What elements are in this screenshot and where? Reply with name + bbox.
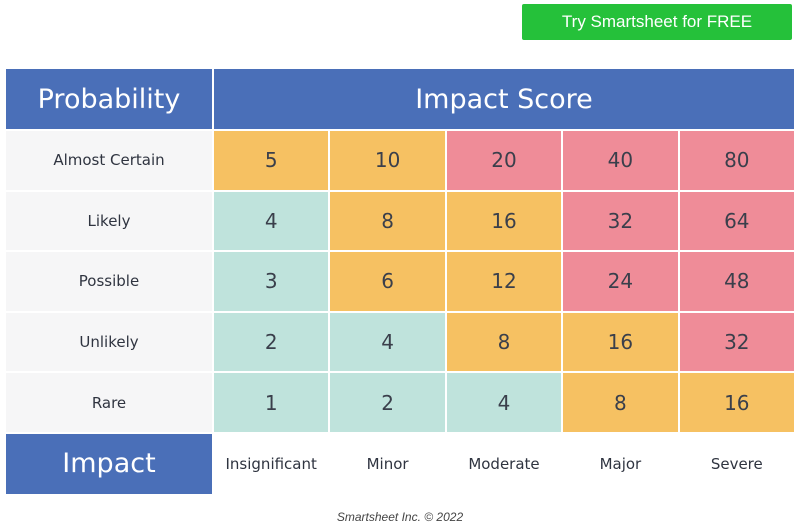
score-cell: 8 (330, 191, 445, 251)
probability-header: Probability (6, 69, 212, 129)
score-cell: 24 (563, 252, 678, 311)
impact-level-label: Moderate (446, 433, 562, 494)
score-cell: 20 (446, 131, 562, 190)
impact-level-label: Major (563, 433, 678, 494)
score-cell: 2 (330, 373, 445, 432)
impact-header: Impact (6, 433, 212, 494)
risk-matrix: Probability Impact Score Almost Certain 5… (6, 69, 794, 494)
score-cell: 32 (563, 191, 678, 251)
impact-level-label: Minor (330, 433, 445, 494)
score-cell: 1 (214, 373, 329, 432)
impact-score-header: Impact Score (214, 69, 794, 129)
score-cell: 64 (679, 191, 794, 251)
probability-label: Almost Certain (6, 131, 212, 190)
score-cell: 3 (214, 252, 329, 311)
score-cell: 16 (679, 373, 794, 432)
score-cell: 6 (330, 252, 445, 311)
score-cell: 16 (563, 312, 678, 372)
score-cell: 16 (446, 191, 562, 251)
score-cell: 10 (330, 131, 445, 190)
score-cell: 4 (214, 191, 329, 251)
probability-label: Rare (6, 373, 212, 432)
score-cell: 4 (446, 373, 562, 432)
score-cell: 80 (679, 131, 794, 190)
score-cell: 2 (214, 312, 329, 372)
try-smartsheet-button[interactable]: Try Smartsheet for FREE (522, 4, 792, 40)
score-cell: 5 (214, 131, 329, 190)
probability-label: Possible (6, 252, 212, 311)
score-cell: 48 (679, 252, 794, 311)
score-cell: 8 (563, 373, 678, 432)
score-cell: 8 (446, 312, 562, 372)
score-cell: 12 (446, 252, 562, 311)
score-cell: 4 (330, 312, 445, 372)
probability-label: Unlikely (6, 312, 212, 372)
copyright-footer: Smartsheet Inc. © 2022 (336, 510, 464, 524)
impact-level-label: Insignificant (214, 433, 329, 494)
probability-label: Likely (6, 191, 212, 251)
impact-level-label: Severe (679, 433, 794, 494)
score-cell: 40 (563, 131, 678, 190)
score-cell: 32 (679, 312, 794, 372)
